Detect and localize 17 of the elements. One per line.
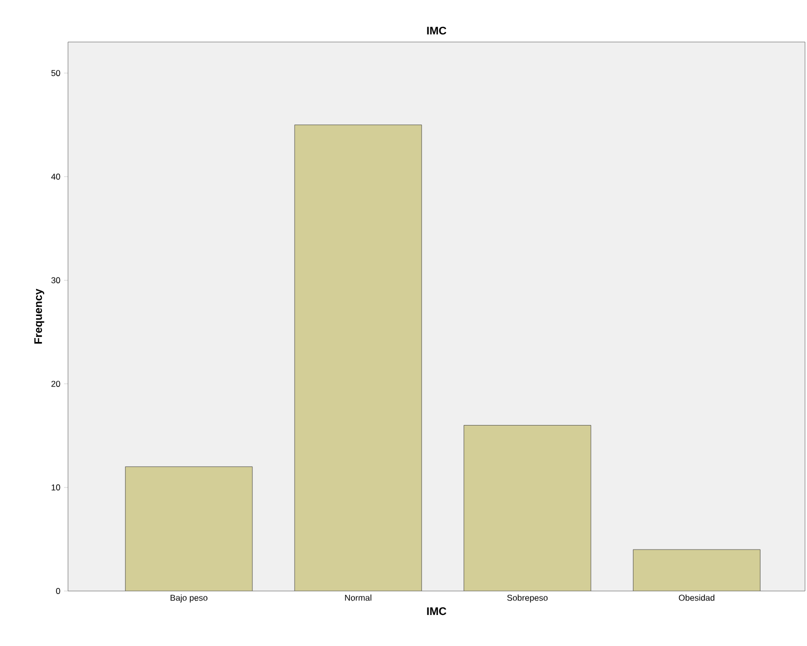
y-tick-label: 50 — [51, 70, 60, 76]
bar — [125, 466, 252, 591]
x-tick-label: Normal — [345, 594, 372, 601]
y-axis-title: Frequency — [34, 288, 44, 344]
y-tick-label: 10 — [52, 484, 60, 490]
bar — [464, 425, 592, 591]
bar — [294, 124, 422, 591]
chart-title: IMC — [427, 26, 446, 35]
x-axis-title: IMC — [427, 607, 446, 616]
x-tick-label: Obesidad — [678, 594, 714, 601]
y-tick-label: 0 — [56, 588, 60, 594]
x-tick-label: Bajo peso — [170, 594, 208, 602]
y-tick-label: 30 — [51, 277, 60, 284]
x-tick-label: Sobrepeso — [507, 594, 548, 602]
y-tick-label: 40 — [51, 174, 60, 180]
y-tick-label: 20 — [51, 380, 60, 387]
bar — [632, 549, 760, 591]
